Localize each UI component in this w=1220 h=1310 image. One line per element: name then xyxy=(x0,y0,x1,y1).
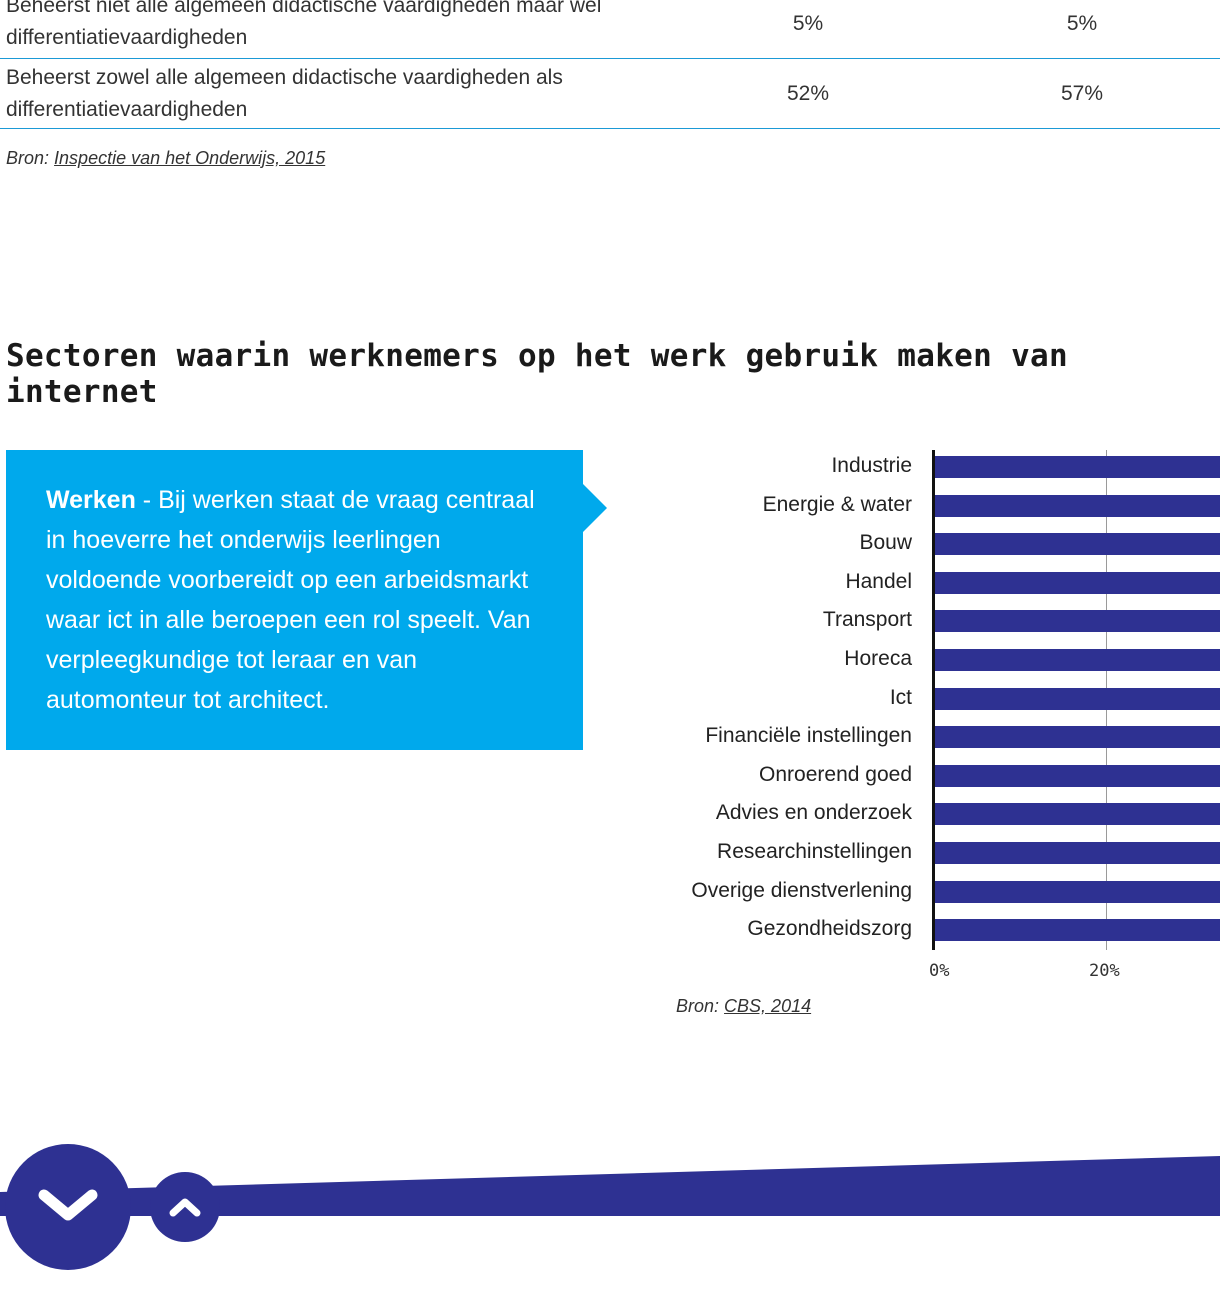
y-axis-line xyxy=(932,450,935,950)
x-tick-label: 20% xyxy=(1089,961,1120,981)
table-source: Bron: Inspectie van het Onderwijs, 2015 xyxy=(6,148,325,169)
category-label: Onroerend goed xyxy=(759,762,912,786)
bar xyxy=(935,456,1220,478)
category-label: Horeca xyxy=(844,647,912,670)
bar xyxy=(935,571,1220,594)
callout-box: Werken - Bij werken staat de vraag centr… xyxy=(6,450,583,750)
row-value-1: 5% xyxy=(792,12,824,35)
source-prefix: Bron: xyxy=(676,996,720,1016)
row-value-2: 5% xyxy=(1066,12,1098,35)
category-label: Financiële instellingen xyxy=(705,724,912,748)
row-value-2: 57% xyxy=(1060,82,1104,105)
source-link[interactable]: CBS, 2014 xyxy=(724,996,812,1016)
bar xyxy=(935,649,1220,671)
callout-lead: Werken xyxy=(46,486,136,514)
scroll-down-button[interactable] xyxy=(5,1144,131,1270)
category-label: Ict xyxy=(889,685,912,709)
row-value-1: 52% xyxy=(786,82,830,105)
bar xyxy=(935,494,1220,517)
bar xyxy=(935,919,1220,942)
table-row: Beheerst zowel alle algemeen didactische… xyxy=(0,60,1220,129)
category-label: Energie & water xyxy=(762,492,912,516)
bar xyxy=(935,687,1220,710)
category-label: Transport xyxy=(822,608,912,632)
bar xyxy=(935,610,1220,633)
category-label: Bouw xyxy=(859,531,912,555)
category-label: Gezondheidszorg xyxy=(747,917,912,941)
chevron-up-icon xyxy=(169,1198,201,1217)
bar xyxy=(935,533,1220,556)
callout-text: - Bij werken staat de vraag centraal in … xyxy=(46,486,535,714)
category-label: Overige dienstverlening xyxy=(691,878,912,902)
category-label: Industrie xyxy=(831,454,912,477)
bar xyxy=(935,764,1220,787)
row-label: Beheerst niet alle algemeen didactische … xyxy=(6,0,602,49)
scroll-up-button[interactable] xyxy=(150,1172,220,1242)
category-label: Handel xyxy=(845,569,912,593)
bar xyxy=(935,726,1220,749)
chevron-down-icon xyxy=(38,1189,98,1221)
x-tick-label: 0% xyxy=(929,961,950,981)
row-label: Beheerst zowel alle algemeen didactische… xyxy=(6,66,563,121)
source-link[interactable]: Inspectie van het Onderwijs, 2015 xyxy=(54,148,326,168)
category-label: Advies en onderzoek xyxy=(715,801,912,825)
bar xyxy=(935,842,1220,864)
chart-source: Bron: CBS, 2014 xyxy=(676,996,811,1017)
table-row: Beheerst niet alle algemeen didactische … xyxy=(0,0,1220,59)
callout-arrow xyxy=(583,484,607,532)
bar xyxy=(935,880,1220,903)
section-title: Sectoren waarin werknemers op het werk g… xyxy=(6,338,1068,410)
bar xyxy=(935,803,1220,826)
source-prefix: Bron: xyxy=(6,148,50,168)
category-label: Researchinstellingen xyxy=(717,840,912,863)
